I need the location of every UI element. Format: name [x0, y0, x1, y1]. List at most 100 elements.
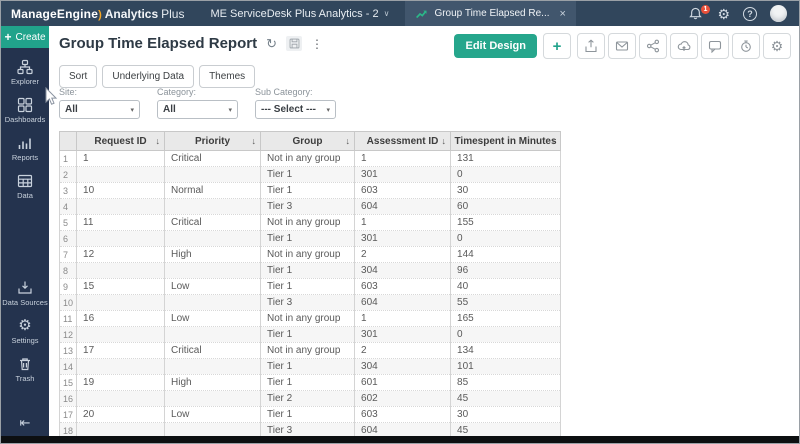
column-header[interactable]: Group ↓ [260, 131, 356, 151]
column-header[interactable]: Assessment ID ↓ [354, 131, 452, 151]
create-button[interactable]: + Create [1, 26, 49, 48]
edit-design-button[interactable]: Edit Design [454, 34, 537, 58]
table-cell: 2 [354, 342, 452, 359]
sidebar-item-data[interactable]: Data [1, 173, 49, 200]
table-row[interactable]: 4 Tier 3 604 60 [58, 198, 562, 215]
table-row[interactable]: 17 20 Low Tier 1 603 30 [58, 406, 562, 423]
table-row[interactable]: 16 Tier 2 602 45 [58, 390, 562, 407]
table-cell: Tier 1 [260, 326, 356, 343]
table-cell: Low [164, 310, 262, 327]
sidebar-item-reports[interactable]: Reports [1, 135, 49, 162]
sub-category-select[interactable]: --- Select --- ▾ [255, 100, 336, 119]
themes-button[interactable]: Themes [199, 65, 256, 88]
row-number: 11 [58, 310, 78, 327]
table-row[interactable]: 10 Tier 3 604 55 [58, 294, 562, 311]
underlying-data-button[interactable]: Underlying Data [102, 65, 195, 88]
table-row[interactable]: 13 17 Critical Not in any group 2 134 [58, 342, 562, 359]
report-settings-button[interactable]: ⚙ [763, 33, 791, 59]
table-cell: Critical [164, 214, 262, 231]
brand-analytics: Analytics [104, 6, 159, 21]
table-row[interactable]: 1 1 Critical Not in any group 1 131 [58, 150, 562, 167]
collapse-sidebar-icon[interactable]: ⇤ [19, 415, 31, 430]
save-button[interactable] [286, 36, 302, 51]
column-header-label: Timespent in Minutes [454, 135, 557, 147]
sort-descending-icon[interactable]: ↓ [441, 136, 447, 146]
table-cell [76, 198, 166, 215]
title-row: Group Time Elapsed Report ↻ ⋮ [59, 35, 323, 52]
tab-group-time-elapsed-report[interactable]: Group Time Elapsed Re... × [405, 1, 576, 26]
workspace-label: ME ServiceDesk Plus Analytics - 2 [210, 7, 379, 20]
sidebar-item-dashboards[interactable]: Dashboards [1, 97, 49, 124]
table-cell [164, 198, 262, 215]
sort-descending-icon[interactable]: ↓ [251, 136, 257, 146]
quick-buttons: Sort Underlying Data Themes [59, 65, 256, 88]
comment-button[interactable] [701, 33, 729, 59]
refresh-icon[interactable]: ↻ [266, 35, 277, 51]
table-cell: Tier 1 [260, 406, 356, 423]
alert-button[interactable] [732, 33, 760, 59]
more-options-icon[interactable]: ⋮ [311, 36, 323, 51]
publish-button[interactable] [670, 33, 698, 59]
share-button[interactable] [639, 33, 667, 59]
topbar-right: 1 ⚙ ? [688, 4, 787, 22]
gear-icon[interactable]: ⚙ [717, 5, 730, 22]
export-button[interactable] [577, 33, 605, 59]
brand-plus: Plus [161, 6, 185, 21]
table-cell: Not in any group [260, 214, 356, 231]
category-select[interactable]: All ▾ [157, 100, 238, 119]
email-icon [615, 41, 629, 51]
add-button[interactable]: + [543, 33, 571, 59]
table-cell: Critical [164, 150, 262, 167]
sidebar-item-label: Data Sources [2, 298, 48, 307]
column-header-label: Group [292, 135, 323, 147]
column-header[interactable]: Request ID ↓ [76, 131, 166, 151]
table-cell: 155 [450, 214, 562, 231]
sort-descending-icon[interactable]: ↓ [345, 136, 351, 146]
table-row[interactable]: 9 15 Low Tier 1 603 40 [58, 278, 562, 295]
notifications-button[interactable]: 1 [688, 4, 711, 22]
gear-icon: ⚙ [770, 37, 784, 54]
table-cell: Tier 1 [260, 278, 356, 295]
table-row[interactable]: 3 10 Normal Tier 1 603 30 [58, 182, 562, 199]
table-cell: 20 [76, 406, 166, 423]
column-header[interactable]: Priority ↓ [164, 131, 262, 151]
alarm-clock-icon [741, 40, 751, 52]
table-cell: 603 [354, 182, 452, 199]
close-icon[interactable]: × [559, 7, 566, 20]
sidebar-item-explorer[interactable]: Explorer [1, 59, 49, 86]
avatar[interactable] [770, 5, 787, 22]
sort-descending-icon[interactable]: ↓ [551, 136, 557, 146]
workspace-selector[interactable]: ME ServiceDesk Plus Analytics - 2 ∨ [210, 8, 389, 20]
table-cell [76, 358, 166, 375]
table-row[interactable]: 11 16 Low Not in any group 1 165 [58, 310, 562, 327]
filter-category: Category: All ▾ [157, 87, 238, 119]
sort-descending-icon[interactable]: ↓ [155, 136, 161, 146]
site-select[interactable]: All ▾ [59, 100, 140, 119]
bell-icon [689, 7, 703, 19]
table-row[interactable]: 18 Tier 3 604 45 [58, 422, 562, 439]
row-number: 10 [58, 294, 78, 311]
table-row[interactable]: 2 Tier 1 301 0 [58, 166, 562, 183]
table-row[interactable]: 5 11 Critical Not in any group 1 155 [58, 214, 562, 231]
row-number: 15 [58, 374, 78, 391]
table-row[interactable]: 6 Tier 1 301 0 [58, 230, 562, 247]
email-button[interactable] [608, 33, 636, 59]
table-cell: High [164, 374, 262, 391]
sort-button[interactable]: Sort [59, 65, 98, 88]
brand-swoosh-icon: ) [98, 8, 102, 21]
table-row[interactable]: 7 12 High Not in any group 2 144 [58, 246, 562, 263]
table-cell: 134 [450, 342, 562, 359]
table-row[interactable]: 8 Tier 1 304 96 [58, 262, 562, 279]
export-icon [585, 39, 597, 53]
table-row[interactable]: 15 19 High Tier 1 601 85 [58, 374, 562, 391]
help-icon[interactable]: ? [743, 6, 757, 21]
column-header[interactable]: Timespent in Minutes ↓ [450, 131, 562, 151]
sidebar-item-settings[interactable]: ⚙ Settings [1, 318, 49, 346]
table-row[interactable]: 12 Tier 1 301 0 [58, 326, 562, 343]
sidebar-item-data-sources[interactable]: Data Sources [1, 280, 49, 307]
topbar: ManageEngine) Analytics Plus ME ServiceDes… [1, 1, 799, 26]
report-action-group: ⚙ [577, 33, 791, 59]
sidebar-item-trash[interactable]: Trash [1, 356, 49, 383]
table-row[interactable]: 14 Tier 1 304 101 [58, 358, 562, 375]
